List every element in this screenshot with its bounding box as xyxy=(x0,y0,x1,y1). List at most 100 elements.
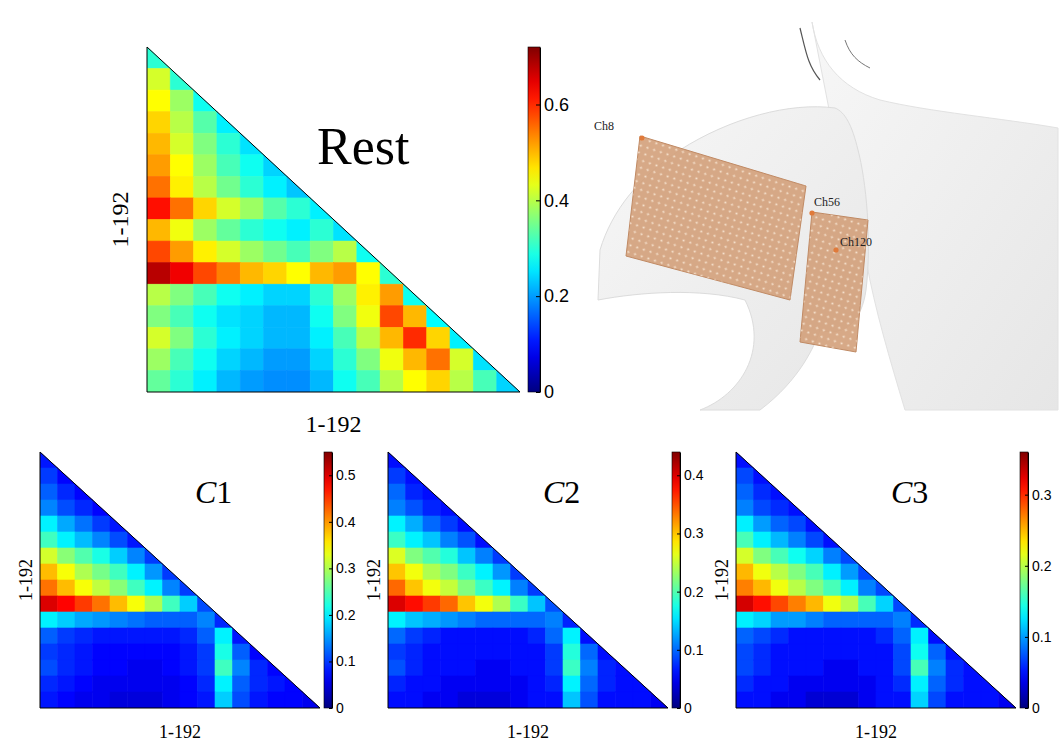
heatmap-cell xyxy=(75,692,93,708)
colorbar-tick: 0.1 xyxy=(329,653,356,669)
cells xyxy=(147,47,520,392)
arm xyxy=(598,107,868,410)
heatmap-cell xyxy=(403,327,426,349)
channel-marker xyxy=(639,135,644,140)
colorbar-tick-label: 0.4 xyxy=(336,514,356,530)
heatmap-cell xyxy=(170,133,193,155)
heatmap-cell xyxy=(876,612,894,628)
channel-marker xyxy=(809,210,814,215)
heatmap-cell xyxy=(458,676,476,692)
heatmap-cell xyxy=(194,306,217,328)
heatmap-cell xyxy=(473,370,496,392)
heatmap-cell xyxy=(754,500,772,516)
heatmap-cell xyxy=(736,612,754,628)
colorbar-tick-mark xyxy=(536,296,540,297)
electrode-patch xyxy=(800,212,868,352)
heatmap-cell xyxy=(441,564,459,580)
cells xyxy=(388,452,668,708)
heatmap-cell xyxy=(423,676,441,692)
heatmap-cell xyxy=(240,306,263,328)
heatmap-cell xyxy=(310,220,333,242)
colorbar-tick: 0 xyxy=(1025,700,1040,716)
colorbar-tick-label: 0.1 xyxy=(1032,629,1052,645)
colorbar-tick-mark xyxy=(329,708,332,709)
heatmap-cell xyxy=(511,692,529,708)
heatmap-cell xyxy=(476,548,494,564)
heatmap-cell xyxy=(75,532,93,548)
heatmap-cell xyxy=(388,596,406,612)
electrode-patch xyxy=(626,136,806,300)
heatmap-cell xyxy=(388,548,406,564)
heatmap-cell xyxy=(859,596,877,612)
heatmap-cell xyxy=(824,628,842,644)
heatmap-cell xyxy=(170,176,193,198)
heatmap-cell xyxy=(946,676,964,692)
heatmap-cell xyxy=(754,660,772,676)
heatmap-cell xyxy=(789,692,807,708)
heatmap-cell xyxy=(754,692,772,708)
heatmap-cell xyxy=(441,580,459,596)
heatmap-cell xyxy=(894,692,912,708)
heatmap-cell xyxy=(170,90,193,112)
heatmap-cell xyxy=(423,516,441,532)
heatmap-cell xyxy=(180,628,198,644)
heatmap-cell xyxy=(806,660,824,676)
heatmap-cell xyxy=(450,370,473,392)
heatmap-panel: 00.10.20.3C31-1921-192 xyxy=(712,452,1052,742)
heatmap-cell xyxy=(388,692,406,708)
heatmap-cell xyxy=(198,676,216,692)
heatmap-cell xyxy=(40,516,58,532)
heatmap-cell xyxy=(163,644,181,660)
heatmap-cell xyxy=(894,660,912,676)
heatmap-cell xyxy=(406,660,424,676)
heatmap-cell xyxy=(388,580,406,596)
heatmap-cell xyxy=(859,660,877,676)
heatmap-cell xyxy=(194,349,217,371)
heatmap-cell xyxy=(876,628,894,644)
heatmap-cell xyxy=(217,327,240,349)
heatmap-cell xyxy=(380,306,403,328)
heatmap-cell xyxy=(789,532,807,548)
heatmap-cell xyxy=(240,176,263,198)
heatmap-cell xyxy=(806,596,824,612)
heatmap-cell xyxy=(841,644,859,660)
heatmap-cell xyxy=(493,676,511,692)
electrode-dots xyxy=(800,212,868,352)
heatmap-cell xyxy=(194,241,217,263)
heatmap-cell xyxy=(75,500,93,516)
heatmap-cell xyxy=(754,548,772,564)
heatmap-cell xyxy=(75,628,93,644)
heatmap-cell xyxy=(147,176,170,198)
heatmap-cell xyxy=(58,548,76,564)
heatmap-cell xyxy=(310,241,333,263)
heatmap-cell xyxy=(334,370,357,392)
heatmap-cell xyxy=(145,580,163,596)
heatmap-cell xyxy=(406,596,424,612)
heatmap-cell xyxy=(841,596,859,612)
heatmap-cell xyxy=(75,516,93,532)
heatmap-cell xyxy=(789,580,807,596)
heatmap-cell xyxy=(198,692,216,708)
heatmap-cell xyxy=(170,241,193,263)
heatmap-cell xyxy=(771,548,789,564)
heatmap-cell xyxy=(58,628,76,644)
heatmap-cell xyxy=(163,596,181,612)
heatmap-cell xyxy=(264,370,287,392)
heatmap-cell xyxy=(789,596,807,612)
heatmap-cell xyxy=(217,176,240,198)
heatmap-cell xyxy=(563,660,581,676)
heatmap-cell xyxy=(357,349,380,371)
colorbar-gradient xyxy=(1020,452,1028,708)
heatmap-cell xyxy=(806,612,824,628)
colorbar-axis: 00.20.40.6 xyxy=(536,48,569,403)
heatmap-cell xyxy=(423,548,441,564)
colorbar-tick: 0.5 xyxy=(329,467,356,483)
heatmap-cell xyxy=(40,500,58,516)
colorbar-tick-mark xyxy=(536,105,540,106)
heatmap-cell xyxy=(458,644,476,660)
heatmap-cell xyxy=(40,548,58,564)
heatmap-cell xyxy=(233,644,251,660)
heatmap-cell xyxy=(528,644,546,660)
plot-frame xyxy=(388,452,668,708)
heatmap-cell xyxy=(403,349,426,371)
